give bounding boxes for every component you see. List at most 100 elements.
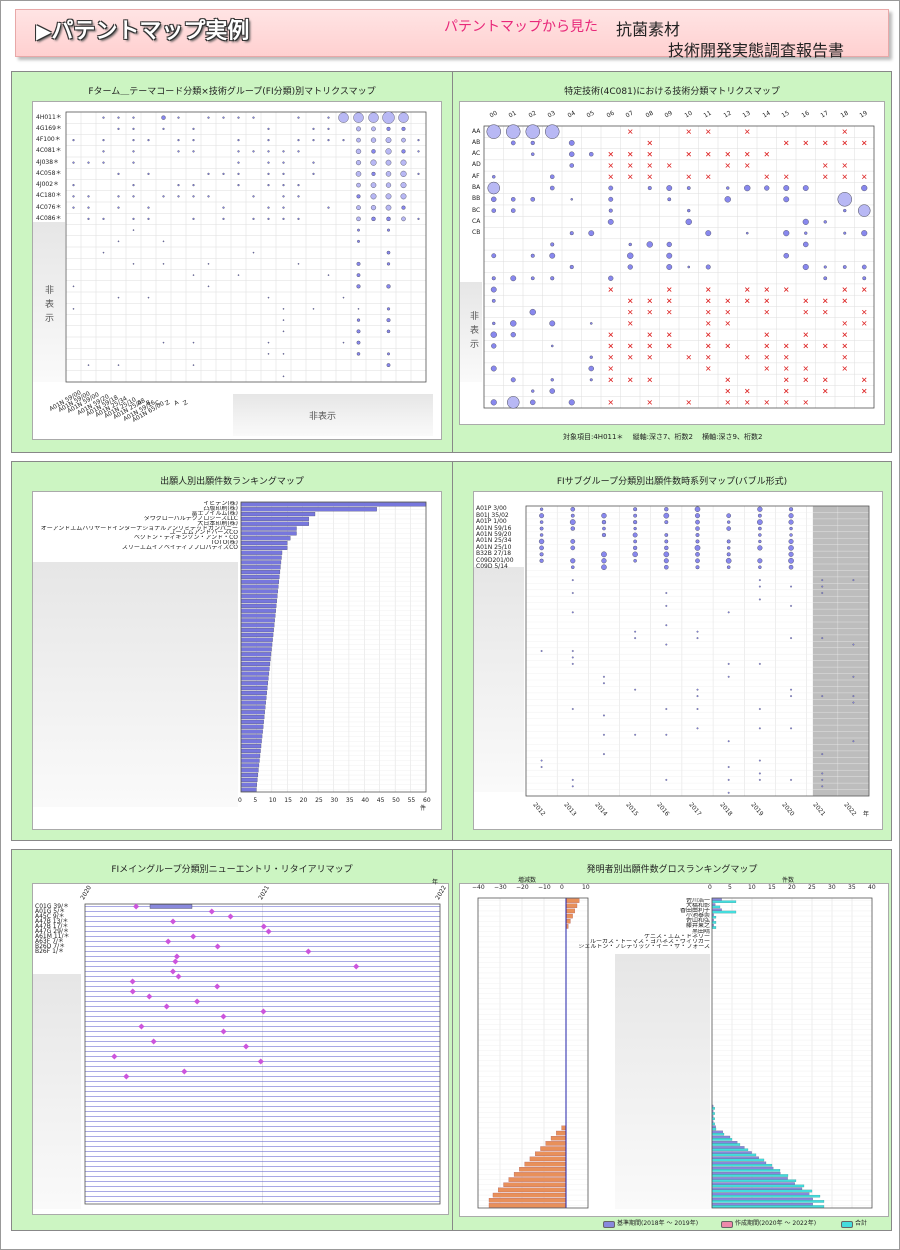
time-bubble bbox=[634, 688, 637, 691]
time-bubble bbox=[634, 733, 637, 736]
matrix-cross bbox=[803, 343, 809, 349]
matrix-bubble bbox=[356, 261, 361, 266]
entry-diamond bbox=[305, 948, 312, 955]
matrix-bubble bbox=[803, 241, 809, 248]
time-bubble bbox=[634, 637, 637, 640]
matrix-bubble bbox=[529, 308, 536, 316]
base-period-bar bbox=[711, 1182, 795, 1185]
bar bbox=[240, 744, 262, 749]
matrix-bubble bbox=[177, 116, 180, 119]
matrix-bubble bbox=[207, 285, 210, 288]
matrix-bubble bbox=[356, 318, 361, 322]
right-tick-label: 0 bbox=[708, 884, 712, 891]
matrix-bubble bbox=[385, 204, 392, 211]
time-bubble bbox=[821, 585, 824, 588]
matrix-bubble bbox=[549, 320, 556, 327]
matrix-bubble bbox=[282, 150, 285, 153]
fi-row-label: A61M 11/＊ bbox=[35, 932, 70, 940]
matrix-cross bbox=[686, 354, 692, 360]
matrix-bubble bbox=[628, 242, 632, 247]
matrix-cross bbox=[861, 377, 867, 383]
matrix-cross bbox=[744, 298, 750, 304]
entry-diamond bbox=[150, 1038, 157, 1045]
time-bubble bbox=[664, 533, 669, 537]
matrix-bubble bbox=[102, 150, 105, 153]
bar bbox=[240, 773, 259, 778]
base-period-bar bbox=[711, 1192, 810, 1196]
time-bubble bbox=[726, 513, 732, 518]
matrix-cross bbox=[686, 400, 692, 405]
matrix-bubble bbox=[588, 230, 595, 237]
base-period-bar bbox=[711, 1151, 752, 1154]
time-bubble bbox=[571, 662, 574, 665]
left-tick-label: 0 bbox=[560, 884, 564, 891]
entry-diamond bbox=[173, 953, 180, 960]
matrix-bubble bbox=[783, 230, 790, 237]
time-bubble bbox=[821, 772, 824, 775]
bar bbox=[240, 536, 291, 541]
fi-row-label: A01N 59/20 bbox=[476, 531, 512, 538]
matrix-bubble bbox=[297, 139, 300, 142]
legend-label: 作成期間(2020年 〜 2022年) bbox=[735, 1220, 817, 1227]
entry-diamond bbox=[265, 928, 272, 935]
bar bbox=[240, 603, 277, 608]
matrix-cross bbox=[627, 309, 633, 315]
matrix-bubble bbox=[267, 206, 270, 209]
matrix-bubble bbox=[491, 196, 497, 203]
matrix-bubble bbox=[861, 264, 867, 270]
bar bbox=[240, 724, 264, 729]
matrix-bubble bbox=[569, 163, 574, 168]
matrix-cross bbox=[842, 287, 848, 292]
matrix-bubble bbox=[132, 150, 135, 153]
matrix-bubble bbox=[490, 365, 497, 372]
matrix-plot: 非表示 AA AB AC AD AF BA BB BC CA CB 00 01 02 03 04 05 06 07… bbox=[459, 101, 885, 425]
matrix-bubble bbox=[666, 241, 672, 248]
matrix-row-label: AC bbox=[472, 150, 481, 158]
entry-diamond bbox=[181, 1068, 188, 1075]
time-bubble bbox=[569, 519, 576, 525]
time-bubble bbox=[758, 539, 762, 544]
matrix-bubble bbox=[530, 276, 535, 281]
panel-title: 特定技術(4C081)における技術分類マトリクスマップ bbox=[564, 87, 780, 97]
matrix-cross bbox=[627, 298, 633, 304]
matrix-bubble bbox=[282, 172, 285, 175]
time-bubble bbox=[788, 557, 794, 564]
time-bubble bbox=[757, 519, 763, 525]
bar bbox=[240, 777, 258, 782]
matrix-bubble bbox=[222, 217, 225, 220]
matrix-cross bbox=[705, 151, 711, 157]
time-bubble bbox=[757, 513, 762, 518]
matrix-cross bbox=[803, 366, 809, 371]
matrix-cross bbox=[666, 332, 672, 337]
time-bubble bbox=[601, 564, 607, 571]
matrix-bubble bbox=[355, 171, 362, 177]
base-period-bar bbox=[711, 1172, 781, 1175]
time-bubble bbox=[788, 545, 794, 551]
matrix-bubble bbox=[531, 152, 535, 156]
time-bubble bbox=[788, 513, 794, 519]
bar bbox=[240, 681, 269, 686]
time-bubble bbox=[696, 727, 699, 730]
matrix-bubble bbox=[386, 228, 391, 232]
matrix-row-label: 4G169＊ bbox=[36, 124, 62, 132]
time-bubble bbox=[665, 624, 668, 627]
matrix-cross bbox=[783, 354, 789, 360]
time-bubble bbox=[663, 512, 670, 519]
bar-plot: 0 5 10 15 20 25 30 35 40 45 50 55 60 件 イビデン(株) 凸版印刷(株) 富… bbox=[32, 491, 442, 830]
entry-diamond bbox=[169, 968, 176, 975]
time-bubble bbox=[788, 538, 794, 544]
plot-frame bbox=[84, 903, 441, 1205]
matrix-cross bbox=[744, 129, 750, 134]
entry-diamond bbox=[133, 903, 140, 910]
matrix-bubble bbox=[237, 150, 240, 153]
right-tick-label: 40 bbox=[868, 884, 876, 891]
matrix-bubble bbox=[589, 355, 593, 359]
time-bubble bbox=[821, 695, 824, 698]
entry-diamond bbox=[214, 983, 221, 990]
bar bbox=[240, 657, 271, 662]
matrix-bubble bbox=[486, 124, 501, 139]
bar bbox=[240, 502, 427, 507]
matrix-bubble bbox=[646, 241, 653, 248]
matrix-bubble bbox=[147, 172, 150, 175]
right-tick-label: 10 bbox=[748, 884, 756, 891]
